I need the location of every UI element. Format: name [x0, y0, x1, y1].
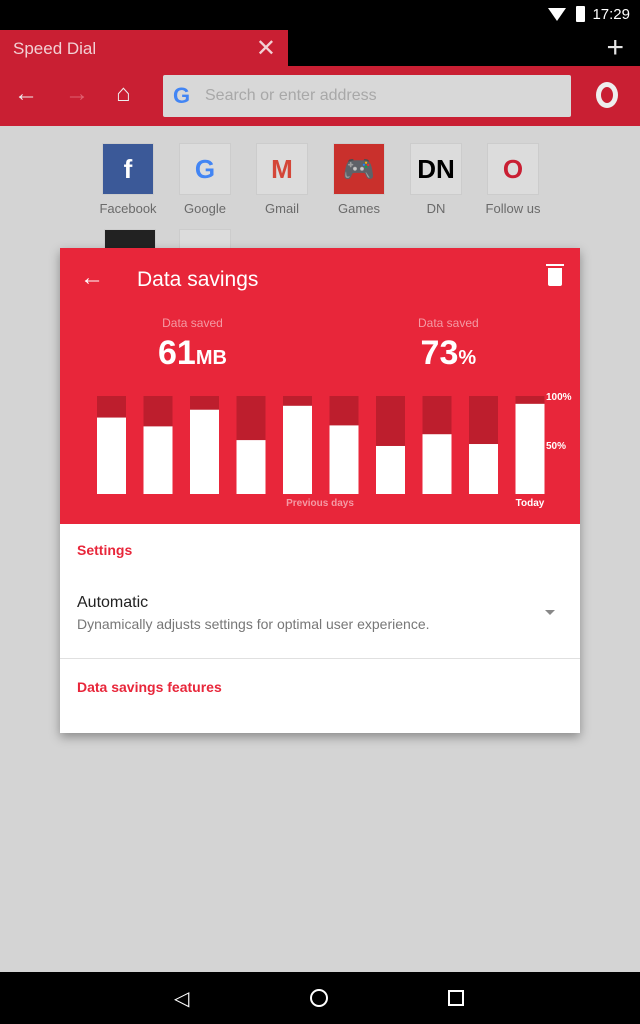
speed-dial-gmail[interactable]: M Gmail	[247, 143, 317, 216]
nav-home-icon[interactable]	[310, 989, 328, 1007]
battery-icon	[576, 6, 585, 22]
bar-saved	[422, 434, 452, 494]
stat-value: 73	[420, 334, 459, 372]
stat-unit: %	[458, 347, 477, 369]
nav-recents-icon[interactable]	[448, 990, 464, 1006]
x-tick-label-today: Today	[516, 498, 545, 509]
toolbar: ← → ⌂ G Search or enter address	[0, 66, 640, 126]
G-icon: G	[179, 143, 231, 195]
tile-label: Games	[338, 201, 380, 216]
bar-saved	[97, 417, 126, 494]
bar-saved	[515, 403, 545, 494]
clock: 17:29	[592, 6, 630, 23]
features-link[interactable]: Data savings features	[77, 679, 222, 695]
tile-label: Google	[184, 201, 226, 216]
y-tick-label: 50%	[546, 441, 566, 452]
savings-chart: 100% 50% Previous days Today	[97, 392, 572, 509]
DN-icon: DN	[410, 143, 462, 195]
M-icon: M	[256, 143, 308, 195]
bar-saved	[190, 409, 219, 494]
data-saved-mb: Data saved 61MB	[158, 316, 227, 373]
mode-title: Automatic	[77, 594, 149, 611]
tab-strip: Speed Dial ✕ +	[0, 30, 640, 66]
stat-label: Data saved	[162, 316, 223, 330]
tab-title: Speed Dial	[13, 39, 97, 58]
tab-speed-dial[interactable]: Speed Dial ✕	[0, 30, 288, 66]
settings-header: Settings	[77, 542, 133, 558]
speed-dial-games[interactable]: 🎮 Games	[324, 143, 394, 216]
mode-dropdown[interactable]: Automatic Dynamically adjusts settings f…	[77, 594, 563, 632]
divider	[60, 658, 580, 659]
gamepad-icon: 🎮	[333, 143, 385, 195]
tile-label: Follow us	[485, 201, 541, 216]
forward-icon[interactable]: →	[65, 80, 89, 107]
bar-saved	[376, 445, 405, 494]
back-icon[interactable]: ←	[14, 80, 38, 107]
tile-label: Gmail	[265, 201, 299, 216]
tile-label: DN	[426, 201, 446, 216]
tile-label: Facebook	[99, 201, 157, 216]
bar-saved	[236, 440, 266, 494]
speed-dial-facebook[interactable]: f Facebook	[93, 143, 163, 216]
mode-description: Dynamically adjusts settings for optimal…	[77, 616, 430, 632]
back-icon[interactable]: ←	[80, 264, 104, 291]
data-saved-percent: Data saved 73%	[418, 316, 479, 373]
stat-value: 61	[158, 334, 196, 372]
address-bar[interactable]: G Search or enter address	[163, 75, 571, 117]
bar-saved	[469, 444, 498, 494]
status-bar: 17:29	[0, 0, 640, 30]
opera-like-icon: O	[487, 143, 539, 195]
speed-dial-follow-us[interactable]: O Follow us	[478, 143, 548, 216]
speed-dial-google[interactable]: G Google	[170, 143, 240, 216]
data-savings-dialog: ← Data savings Data saved 61MB Data save…	[60, 248, 580, 733]
dialog-title: Data savings	[137, 268, 259, 291]
close-tab-icon[interactable]: ✕	[255, 35, 276, 62]
bar-saved	[283, 405, 312, 494]
bar-saved	[329, 425, 359, 494]
f-icon: f	[102, 143, 154, 195]
trash-icon[interactable]	[546, 264, 564, 286]
new-tab-icon[interactable]: +	[606, 31, 624, 64]
y-tick-label: 100%	[546, 392, 572, 403]
navigation-bar: ◁	[0, 972, 640, 1024]
opera-menu-icon[interactable]	[596, 82, 618, 108]
dialog-header: ← Data savings Data saved 61MB Data save…	[60, 248, 580, 524]
wifi-icon	[548, 8, 566, 21]
nav-back-icon[interactable]: ◁	[174, 988, 190, 1010]
x-axis-label: Previous days	[286, 498, 354, 509]
stat-unit: MB	[195, 347, 227, 369]
stat-label: Data saved	[418, 316, 479, 330]
dropdown-arrow-icon	[545, 610, 555, 615]
speed-dial-dn[interactable]: DN DN	[401, 143, 471, 216]
home-icon[interactable]: ⌂	[116, 80, 131, 107]
google-icon: G	[173, 83, 191, 108]
address-placeholder: Search or enter address	[205, 87, 377, 104]
bar-saved	[143, 426, 173, 494]
